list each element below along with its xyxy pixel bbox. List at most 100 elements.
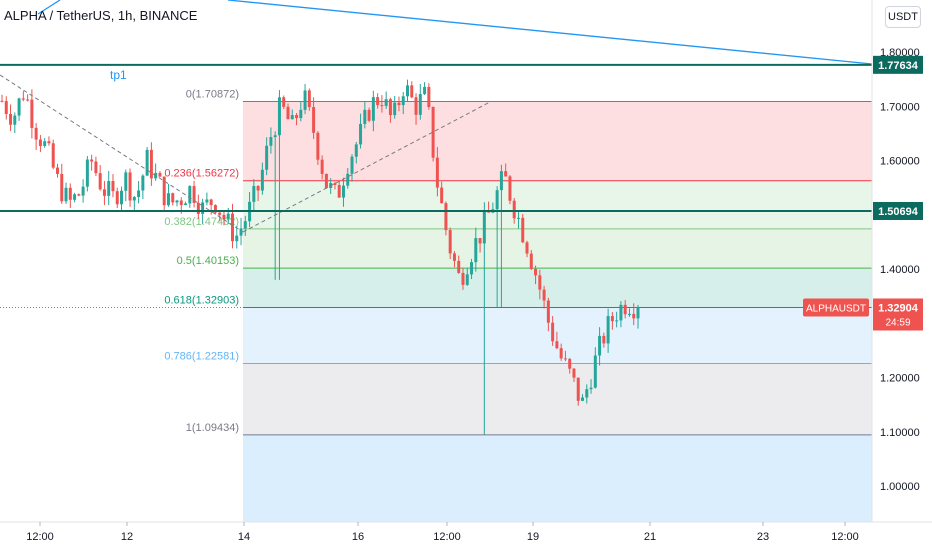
candle-body	[230, 213, 234, 242]
candle-body	[290, 115, 294, 120]
candle-body	[205, 199, 209, 203]
candle-body	[38, 139, 42, 146]
candle-body	[525, 242, 529, 254]
candle-body	[495, 190, 499, 210]
candle-body	[60, 173, 64, 202]
candle-body	[111, 181, 115, 192]
candle-body	[201, 202, 205, 214]
candle-body	[179, 200, 183, 206]
candle-body	[504, 171, 508, 177]
candle-body	[414, 97, 418, 115]
candle-body	[482, 211, 486, 244]
candle-body	[602, 335, 606, 344]
fib-zone-0-0236	[243, 102, 872, 181]
candle-body	[13, 115, 17, 125]
candle-body	[269, 137, 273, 146]
price-tick-label: 1.20000	[880, 373, 920, 385]
candle-body	[98, 173, 102, 190]
level-annotation: tp1	[110, 68, 127, 82]
candle-body	[346, 173, 350, 186]
symbol-tag-text: ALPHAUSDT	[806, 303, 866, 314]
time-axis[interactable]: 12:00 12 14 16 12:00 19 21 23 12:00	[26, 522, 859, 543]
current-price-text: 1.32904	[878, 302, 919, 314]
candle-body	[465, 274, 469, 285]
candle-body	[115, 191, 119, 205]
trend-line-descending[interactable]	[227, 0, 873, 65]
candle-body	[516, 217, 520, 219]
fib-trend-line-b[interactable]	[242, 101, 491, 233]
fib-zone-below-1	[243, 434, 872, 522]
candle-body	[68, 187, 72, 200]
candle-body	[218, 212, 222, 215]
time-tick-label: 16	[352, 531, 364, 543]
candle-body	[589, 387, 593, 390]
candle-body	[77, 194, 81, 196]
candle-body	[499, 171, 503, 191]
candle-body	[9, 113, 13, 125]
candle-body	[277, 97, 281, 136]
current-price-tag	[873, 298, 923, 331]
candle-body	[598, 335, 602, 356]
currency-button[interactable]: USDT	[885, 6, 921, 28]
candle-body	[448, 230, 452, 254]
candle-body	[371, 97, 375, 121]
candle-body	[282, 97, 286, 107]
candle-body	[145, 149, 149, 176]
candle-body	[324, 173, 328, 188]
candle-body	[158, 172, 162, 177]
candle-body	[141, 175, 145, 191]
candle-body	[260, 169, 264, 191]
candle-body	[286, 106, 290, 120]
candle-body	[149, 149, 153, 179]
candle-body	[427, 86, 431, 108]
candle-body	[367, 109, 371, 121]
fib-lines: 0(1.70872) 0.236(1.56272) 0.382(1.47402) 0.…	[164, 89, 872, 436]
candle-body	[576, 377, 580, 401]
candle-body	[94, 161, 98, 174]
time-tick-label: 21	[644, 531, 656, 543]
price-axis[interactable]: 1.000001.100001.200001.300001.400001.500…	[880, 47, 920, 493]
fib-label-6: 1(1.09434)	[186, 422, 239, 434]
candle-body	[440, 187, 444, 204]
candles	[0, 79, 640, 435]
candle-body	[43, 141, 47, 146]
candle-body	[4, 101, 8, 114]
candle-body	[17, 98, 21, 116]
candle-body	[162, 176, 166, 206]
candle-body	[64, 187, 68, 202]
candle-body	[26, 99, 30, 101]
fib-trend-line-a[interactable]	[0, 74, 244, 233]
candle-body	[175, 200, 179, 203]
time-tick-label: 12	[121, 531, 133, 543]
candle-body	[384, 99, 388, 106]
candle-body	[529, 253, 533, 269]
candle-body	[470, 262, 474, 275]
candle-body	[107, 181, 111, 196]
candle-body	[542, 289, 546, 301]
candle-body	[222, 214, 226, 220]
candle-body	[376, 97, 380, 106]
fib-label-0: 0(1.70872)	[186, 89, 239, 101]
candle-body	[423, 86, 427, 95]
candle-body	[184, 203, 188, 206]
price-tick-label: 1.60000	[880, 156, 920, 168]
candle-body	[137, 190, 141, 198]
candle-body	[435, 157, 439, 188]
candle-body	[21, 98, 25, 100]
candle-body	[256, 185, 260, 191]
fib-zones	[243, 102, 872, 522]
candle-body	[406, 85, 410, 97]
candle-body	[397, 102, 401, 106]
bar-countdown: 24:59	[885, 317, 910, 328]
candle-body	[534, 268, 538, 276]
candle-body	[551, 322, 555, 342]
candle-body	[354, 144, 358, 157]
candle-body	[188, 186, 192, 204]
candle-body	[581, 397, 585, 401]
trend-line-corner[interactable]	[37, 0, 61, 15]
horizontal-levels[interactable]: tp1	[0, 63, 872, 308]
candle-body	[102, 189, 106, 196]
fib-zone-05-0618	[243, 268, 872, 308]
fib-label-2: 0.382(1.47402)	[164, 216, 239, 228]
